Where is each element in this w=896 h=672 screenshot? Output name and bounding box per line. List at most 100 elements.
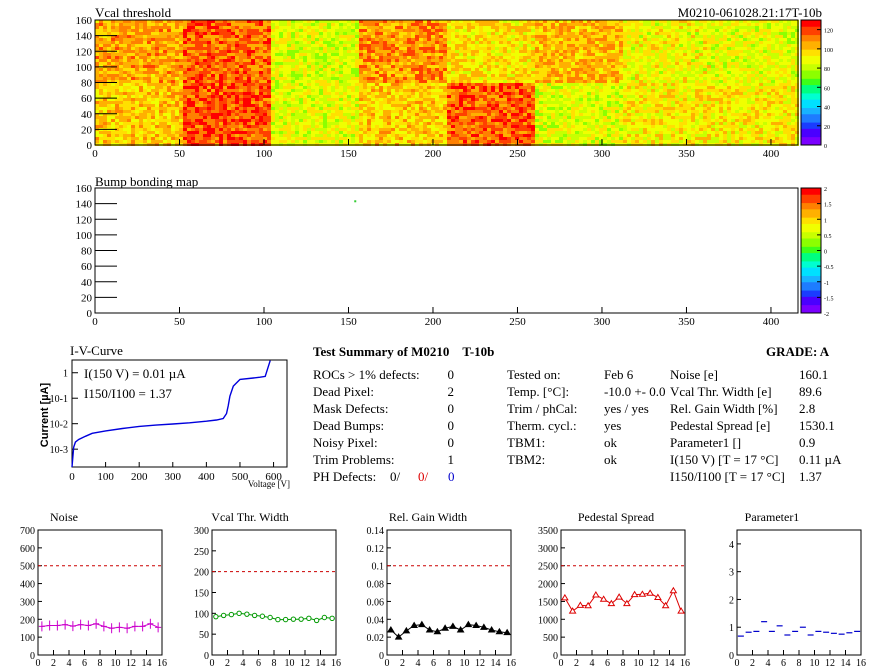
heatmap-cell	[219, 83, 223, 86]
heatmap-cell	[387, 71, 391, 74]
heatmap-cell	[503, 86, 507, 89]
heatmap-cell	[479, 29, 483, 32]
heatmap-cell	[615, 38, 619, 41]
heatmap-cell	[231, 59, 235, 62]
heatmap-cell	[491, 95, 495, 98]
heatmap-cell	[431, 83, 435, 86]
heatmap-cell	[543, 50, 547, 53]
heatmap-cell	[211, 77, 215, 80]
heatmap-cell	[487, 92, 491, 95]
heatmap-cell	[771, 74, 775, 77]
heatmap-cell	[727, 98, 731, 101]
heatmap-cell	[631, 95, 635, 98]
heatmap-cell	[139, 89, 143, 92]
heatmap-cell	[511, 35, 515, 38]
heatmap-cell	[447, 38, 451, 41]
heatmap-cell	[739, 59, 743, 62]
heatmap-cell	[439, 77, 443, 80]
heatmap-cell	[175, 20, 179, 23]
heatmap-cell	[547, 20, 551, 23]
heatmap-cell	[627, 20, 631, 23]
heatmap-cell	[579, 26, 583, 29]
heatmap-cell	[427, 29, 431, 32]
heatmap-cell	[215, 86, 219, 89]
heatmap-cell	[679, 89, 683, 92]
heatmap-cell	[219, 53, 223, 56]
heatmap-cell	[451, 23, 455, 26]
heatmap-cell	[619, 47, 623, 50]
heatmap-cell	[183, 83, 187, 86]
heatmap-cell	[499, 98, 503, 101]
heatmap-cell	[395, 80, 399, 83]
heatmap-cell	[739, 47, 743, 50]
heatmap-cell	[231, 50, 235, 53]
heatmap-cell	[307, 44, 311, 47]
heatmap-cell	[443, 83, 447, 86]
heatmap-cell	[439, 50, 443, 53]
heatmap-cell	[503, 20, 507, 23]
heatmap-cell	[259, 26, 263, 29]
heatmap-cell	[775, 95, 779, 98]
heatmap-cell	[103, 104, 107, 107]
heatmap-cell	[191, 56, 195, 59]
heatmap-cell	[687, 20, 691, 23]
heatmap-cell	[219, 80, 223, 83]
heatmap-cell	[267, 68, 271, 71]
heatmap-cell	[475, 83, 479, 86]
heatmap-cell	[483, 68, 487, 71]
heatmap-cell	[731, 35, 735, 38]
heatmap-cell	[575, 83, 579, 86]
heatmap-cell	[727, 26, 731, 29]
heatmap-cell	[759, 101, 763, 104]
heatmap-cell	[175, 65, 179, 68]
heatmap-cell	[623, 23, 627, 26]
heatmap-cell	[479, 20, 483, 23]
heatmap-cell	[771, 77, 775, 80]
heatmap-cell	[755, 65, 759, 68]
heatmap-cell	[95, 53, 99, 56]
heatmap-cell	[735, 80, 739, 83]
heatmap-cell	[607, 62, 611, 65]
heatmap-cell	[599, 38, 603, 41]
heatmap-cell	[735, 35, 739, 38]
heatmap-cell	[351, 62, 355, 65]
heatmap-cell	[279, 68, 283, 71]
heatmap-cell	[359, 26, 363, 29]
heatmap-cell	[639, 68, 643, 71]
heatmap-cell	[615, 83, 619, 86]
heatmap-cell	[655, 68, 659, 71]
heatmap-cell	[479, 68, 483, 71]
heatmap-cell	[319, 65, 323, 68]
heatmap-cell	[207, 95, 211, 98]
heatmap-cell	[207, 101, 211, 104]
heatmap-cell	[483, 35, 487, 38]
heatmap-cell	[615, 68, 619, 71]
heatmap-cell	[559, 41, 563, 44]
heatmap-cell	[759, 56, 763, 59]
heatmap-cell	[219, 62, 223, 65]
heatmap-cell	[383, 68, 387, 71]
heatmap-cell	[367, 35, 371, 38]
heatmap-cell	[211, 80, 215, 83]
heatmap-cell	[767, 26, 771, 29]
heatmap-cell	[759, 32, 763, 35]
heatmap-cell	[251, 74, 255, 77]
heatmap-cell	[475, 53, 479, 56]
heatmap-cell	[631, 71, 635, 74]
heatmap-cell	[143, 68, 147, 71]
heatmap-cell	[795, 32, 799, 35]
heatmap-cell	[339, 80, 343, 83]
heatmap-cell	[99, 47, 103, 50]
heatmap-cell	[759, 62, 763, 65]
heatmap-cell	[595, 80, 599, 83]
heatmap-cell	[691, 26, 695, 29]
heatmap-cell	[655, 59, 659, 62]
heatmap-cell	[359, 95, 363, 98]
heatmap-cell	[155, 77, 159, 80]
heatmap-cell	[535, 38, 539, 41]
heatmap-cell	[507, 20, 511, 23]
heatmap-cell	[419, 86, 423, 89]
heatmap-cell	[555, 83, 559, 86]
heatmap-cell	[483, 26, 487, 29]
heatmap-cell	[235, 89, 239, 92]
